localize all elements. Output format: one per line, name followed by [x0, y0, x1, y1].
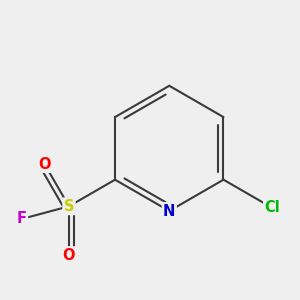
Text: O: O: [63, 248, 75, 262]
Text: Cl: Cl: [264, 200, 280, 215]
Text: F: F: [17, 212, 27, 226]
Text: O: O: [38, 157, 51, 172]
Text: N: N: [163, 203, 176, 218]
Text: S: S: [64, 199, 74, 214]
